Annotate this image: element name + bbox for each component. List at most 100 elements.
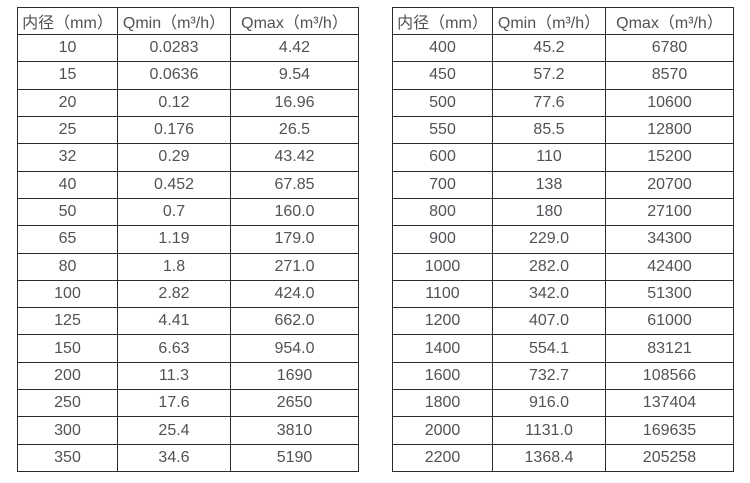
table-cell: 43.42 bbox=[230, 143, 359, 172]
table-cell: 17.6 bbox=[117, 389, 231, 418]
table-row: 50 0.7 160.0 bbox=[17, 197, 359, 227]
column-header: Qmin（m³/h） bbox=[117, 7, 231, 35]
table-cell: 424.0 bbox=[230, 279, 359, 309]
header-row: 内径（mm） Qmin（m³/h） Qmax（m³/h） bbox=[17, 7, 359, 35]
table-cell: 34.6 bbox=[117, 443, 231, 473]
table-cell: 0.176 bbox=[117, 115, 231, 145]
table-row: 600 110 15200 bbox=[392, 143, 734, 172]
table-cell: 137404 bbox=[605, 389, 734, 418]
table-cell: 4.42 bbox=[230, 33, 359, 63]
table-row: 350 34.6 5190 bbox=[17, 443, 359, 473]
table-cell: 800 bbox=[392, 197, 493, 227]
table-row: 1600 732.7 108566 bbox=[392, 361, 734, 391]
table-cell: 85.5 bbox=[492, 115, 606, 145]
table-row: 25 0.176 26.5 bbox=[17, 115, 359, 145]
table-cell: 229.0 bbox=[492, 225, 606, 254]
table-row: 20 0.12 16.96 bbox=[17, 88, 359, 117]
table-cell: 900 bbox=[392, 225, 493, 254]
table-cell: 25.4 bbox=[117, 416, 231, 445]
column-header: Qmax（m³/h） bbox=[605, 7, 734, 35]
table-cell: 732.7 bbox=[492, 361, 606, 391]
table-cell: 1000 bbox=[392, 252, 493, 281]
table-cell: 32 bbox=[17, 143, 118, 172]
table-cell: 3810 bbox=[230, 416, 359, 445]
table-cell: 27100 bbox=[605, 197, 734, 227]
table-cell: 12800 bbox=[605, 115, 734, 145]
table-cell: 0.0636 bbox=[117, 61, 231, 90]
table-cell: 400 bbox=[392, 33, 493, 63]
table-cell: 138 bbox=[492, 170, 606, 199]
table-cell: 8570 bbox=[605, 61, 734, 90]
table-cell: 700 bbox=[392, 170, 493, 199]
table-cell: 61000 bbox=[605, 307, 734, 336]
table-cell: 80 bbox=[17, 252, 118, 281]
table-cell: 169635 bbox=[605, 416, 734, 445]
table-row: 80 1.8 271.0 bbox=[17, 252, 359, 281]
table-cell: 2.82 bbox=[117, 279, 231, 309]
table-cell: 15 bbox=[17, 61, 118, 90]
table-cell: 150 bbox=[17, 334, 118, 363]
table-row: 550 85.5 12800 bbox=[392, 115, 734, 145]
table-cell: 0.12 bbox=[117, 88, 231, 117]
table-cell: 9.54 bbox=[230, 61, 359, 90]
column-header: Qmin（m³/h） bbox=[492, 7, 606, 35]
table-row: 65 1.19 179.0 bbox=[17, 225, 359, 254]
table-row: 1200 407.0 61000 bbox=[392, 307, 734, 336]
table-row: 125 4.41 662.0 bbox=[17, 307, 359, 336]
table-cell: 662.0 bbox=[230, 307, 359, 336]
column-header: Qmax（m³/h） bbox=[230, 7, 359, 35]
table-cell: 1600 bbox=[392, 361, 493, 391]
table-cell: 40 bbox=[17, 170, 118, 199]
table-cell: 45.2 bbox=[492, 33, 606, 63]
table-cell: 77.6 bbox=[492, 88, 606, 117]
table-cell: 110 bbox=[492, 143, 606, 172]
table-cell: 0.452 bbox=[117, 170, 231, 199]
table-cell: 20700 bbox=[605, 170, 734, 199]
table-row: 1000 282.0 42400 bbox=[392, 252, 734, 281]
table-cell: 10 bbox=[17, 33, 118, 63]
table-row: 900 229.0 34300 bbox=[392, 225, 734, 254]
table-cell: 600 bbox=[392, 143, 493, 172]
table-cell: 180 bbox=[492, 197, 606, 227]
table-cell: 50 bbox=[17, 197, 118, 227]
table-cell: 0.7 bbox=[117, 197, 231, 227]
table-cell: 160.0 bbox=[230, 197, 359, 227]
table-cell: 6780 bbox=[605, 33, 734, 63]
table-cell: 1100 bbox=[392, 279, 493, 309]
table-cell: 1400 bbox=[392, 334, 493, 363]
table-cell: 0.0283 bbox=[117, 33, 231, 63]
table-cell: 26.5 bbox=[230, 115, 359, 145]
table-cell: 83121 bbox=[605, 334, 734, 363]
table-row: 2000 1131.0 169635 bbox=[392, 416, 734, 445]
table-cell: 25 bbox=[17, 115, 118, 145]
table-cell: 407.0 bbox=[492, 307, 606, 336]
table-cell: 500 bbox=[392, 88, 493, 117]
table-row: 32 0.29 43.42 bbox=[17, 143, 359, 172]
table-cell: 1368.4 bbox=[492, 443, 606, 473]
table-cell: 57.2 bbox=[492, 61, 606, 90]
table-cell: 5190 bbox=[230, 443, 359, 473]
table-cell: 2200 bbox=[392, 443, 493, 473]
table-cell: 554.1 bbox=[492, 334, 606, 363]
table-row: 450 57.2 8570 bbox=[392, 61, 734, 90]
table-row: 200 11.3 1690 bbox=[17, 361, 359, 391]
table-cell: 6.63 bbox=[117, 334, 231, 363]
table-cell: 16.96 bbox=[230, 88, 359, 117]
table-row: 15 0.0636 9.54 bbox=[17, 61, 359, 90]
table-cell: 4.41 bbox=[117, 307, 231, 336]
table-cell: 200 bbox=[17, 361, 118, 391]
table-row: 150 6.63 954.0 bbox=[17, 334, 359, 363]
table-cell: 179.0 bbox=[230, 225, 359, 254]
table-cell: 34300 bbox=[605, 225, 734, 254]
table-cell: 51300 bbox=[605, 279, 734, 309]
flow-range-table-large-diameters: 内径（mm） Qmin（m³/h） Qmax（m³/h） 400 45.2 6780 45… bbox=[392, 7, 734, 473]
table-cell: 282.0 bbox=[492, 252, 606, 281]
table-cell: 1800 bbox=[392, 389, 493, 418]
table-cell: 954.0 bbox=[230, 334, 359, 363]
table-cell: 2000 bbox=[392, 416, 493, 445]
table-row: 700 138 20700 bbox=[392, 170, 734, 199]
table-cell: 2650 bbox=[230, 389, 359, 418]
table-cell: 0.29 bbox=[117, 143, 231, 172]
table-cell: 250 bbox=[17, 389, 118, 418]
